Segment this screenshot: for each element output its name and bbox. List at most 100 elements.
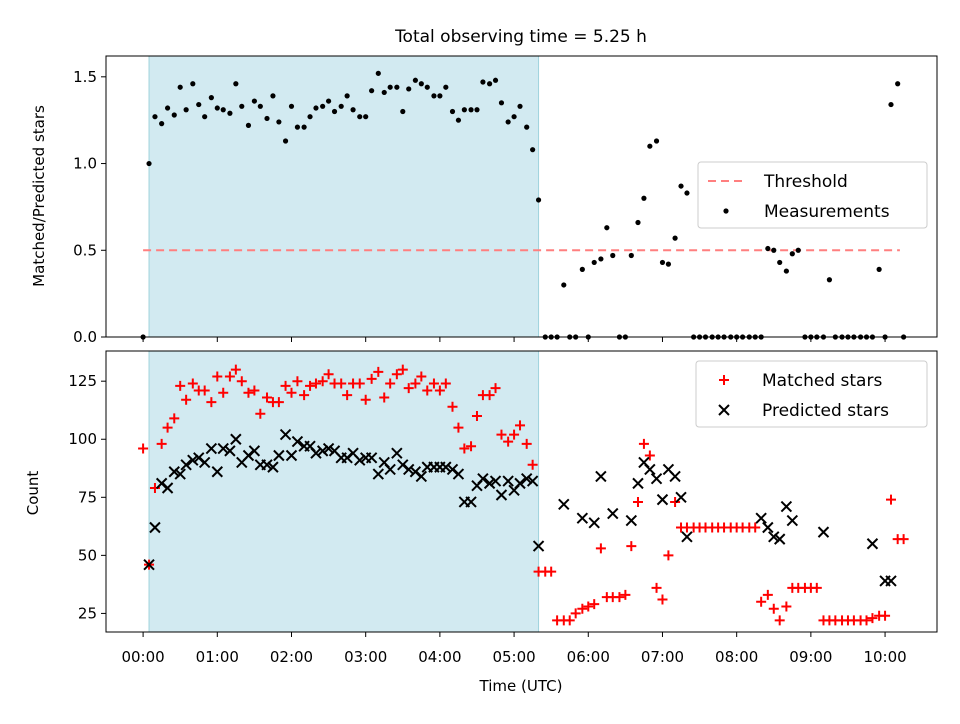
- matched-stars-point: [138, 443, 149, 454]
- measurement-point: [647, 143, 653, 149]
- predicted-stars-point: [267, 461, 279, 473]
- matched-stars-point: [416, 371, 427, 382]
- measurement-point: [431, 93, 437, 99]
- matched-stars-point: [570, 608, 581, 619]
- matched-stars-point: [484, 390, 495, 401]
- predicted-stars-point: [161, 482, 174, 494]
- matched-stars-point: [651, 582, 662, 593]
- matched-stars-point: [391, 369, 402, 380]
- predicted-stars-point: [780, 500, 793, 513]
- measurement-point: [561, 282, 567, 288]
- predicted-stars-point: [762, 521, 774, 534]
- measurement-point: [313, 105, 319, 111]
- matched-stars-point: [781, 601, 792, 612]
- predicted-stars-point: [625, 514, 638, 527]
- measurement-point: [387, 84, 393, 90]
- measurement-point: [659, 259, 666, 266]
- y-tick-label: 50: [78, 546, 97, 564]
- matched-stars-point: [577, 603, 588, 614]
- measurement-point: [164, 105, 171, 111]
- x-tick-label: 01:00: [196, 648, 239, 666]
- matched-stars-point: [434, 385, 445, 396]
- matched-stars-point: [589, 599, 600, 610]
- measurement-point: [895, 81, 901, 87]
- x-tick-label: 04:00: [418, 648, 461, 666]
- matched-stars-point: [199, 385, 210, 396]
- measurement-point: [381, 89, 387, 96]
- ratio-axes-frame: [105, 55, 938, 338]
- matched-stars-point: [175, 380, 186, 391]
- observing-window-shade: [148, 350, 540, 633]
- predicted-stars-point: [885, 575, 897, 587]
- measurement-point: [320, 103, 326, 109]
- measurement-point: [628, 252, 634, 259]
- measurement-point: [486, 81, 493, 87]
- matched-stars-point: [583, 601, 594, 612]
- matched-stars-point: [403, 383, 414, 394]
- measurement-point: [245, 122, 252, 128]
- predicted-stars-point: [595, 470, 607, 483]
- x-tick-label: 08:00: [715, 648, 758, 666]
- measurement-point: [350, 107, 356, 113]
- matched-stars-point: [292, 376, 303, 387]
- predicted-stars-point: [143, 558, 155, 571]
- matched-stars-point: [632, 496, 643, 507]
- measurement-point: [424, 84, 430, 90]
- y-tick-label: 75: [78, 488, 97, 506]
- matched-stars-point: [509, 429, 520, 440]
- predicted-stars-point: [211, 466, 224, 478]
- matched-stars-point: [527, 459, 538, 470]
- matched-stars-point: [317, 376, 328, 387]
- matched-stars-point: [366, 373, 377, 384]
- measurement-point: [177, 84, 183, 90]
- predicted-stars-point: [174, 468, 186, 480]
- matched-stars-point: [373, 366, 384, 377]
- y-tick-label: 0.0: [73, 328, 97, 346]
- predicted-stars-point: [452, 468, 465, 480]
- matched-stars-point: [898, 534, 909, 545]
- predicted-stars-point: [198, 456, 211, 469]
- predicted-stars-point: [415, 470, 428, 483]
- predicted-stars-point: [291, 435, 304, 448]
- matched-stars-point: [299, 390, 310, 401]
- matched-stars-point: [490, 383, 501, 394]
- measurement-point: [492, 77, 499, 83]
- matched-stars-point: [255, 408, 266, 419]
- matched-stars-point: [336, 378, 347, 389]
- predicted-stars-point: [644, 463, 656, 476]
- predicted-stars-point: [526, 475, 539, 487]
- predicted-stars-point: [489, 475, 502, 487]
- measurement-point: [598, 256, 604, 262]
- y-tick-label: 25: [78, 604, 97, 622]
- predicted-stars-point: [866, 538, 879, 550]
- predicted-stars-point: [465, 496, 477, 508]
- matched-stars-point: [614, 592, 625, 603]
- matched-stars-point: [644, 450, 655, 461]
- y-tick-label: 100: [68, 430, 97, 448]
- matched-stars-point: [230, 364, 241, 375]
- predicted-stars-point: [273, 449, 285, 462]
- predicted-stars-point: [681, 531, 693, 543]
- measurement-point: [202, 114, 208, 120]
- count-series: [138, 364, 909, 626]
- predicted-stars-point: [149, 521, 161, 534]
- measurement-point: [183, 107, 189, 113]
- x-tick-label: 06:00: [567, 648, 610, 666]
- measurement-point: [437, 93, 443, 99]
- matched-stars-point: [342, 390, 353, 401]
- measurement-point: [535, 197, 542, 203]
- predicted-stars-point: [755, 512, 767, 524]
- measurement-point: [369, 88, 375, 94]
- measurement-point: [826, 277, 833, 283]
- matched-stars-point: [243, 387, 254, 398]
- count-axes-frame: [105, 350, 938, 633]
- measurement-point: [876, 266, 882, 272]
- matched-stars-point: [447, 401, 458, 412]
- matched-stars-point: [422, 385, 433, 396]
- x-axis-label: Time (UTC): [479, 677, 563, 695]
- predicted-stars-point: [168, 466, 180, 478]
- matched-stars-point: [410, 378, 421, 389]
- predicted-stars-point: [316, 445, 329, 457]
- matched-stars-point: [638, 438, 649, 449]
